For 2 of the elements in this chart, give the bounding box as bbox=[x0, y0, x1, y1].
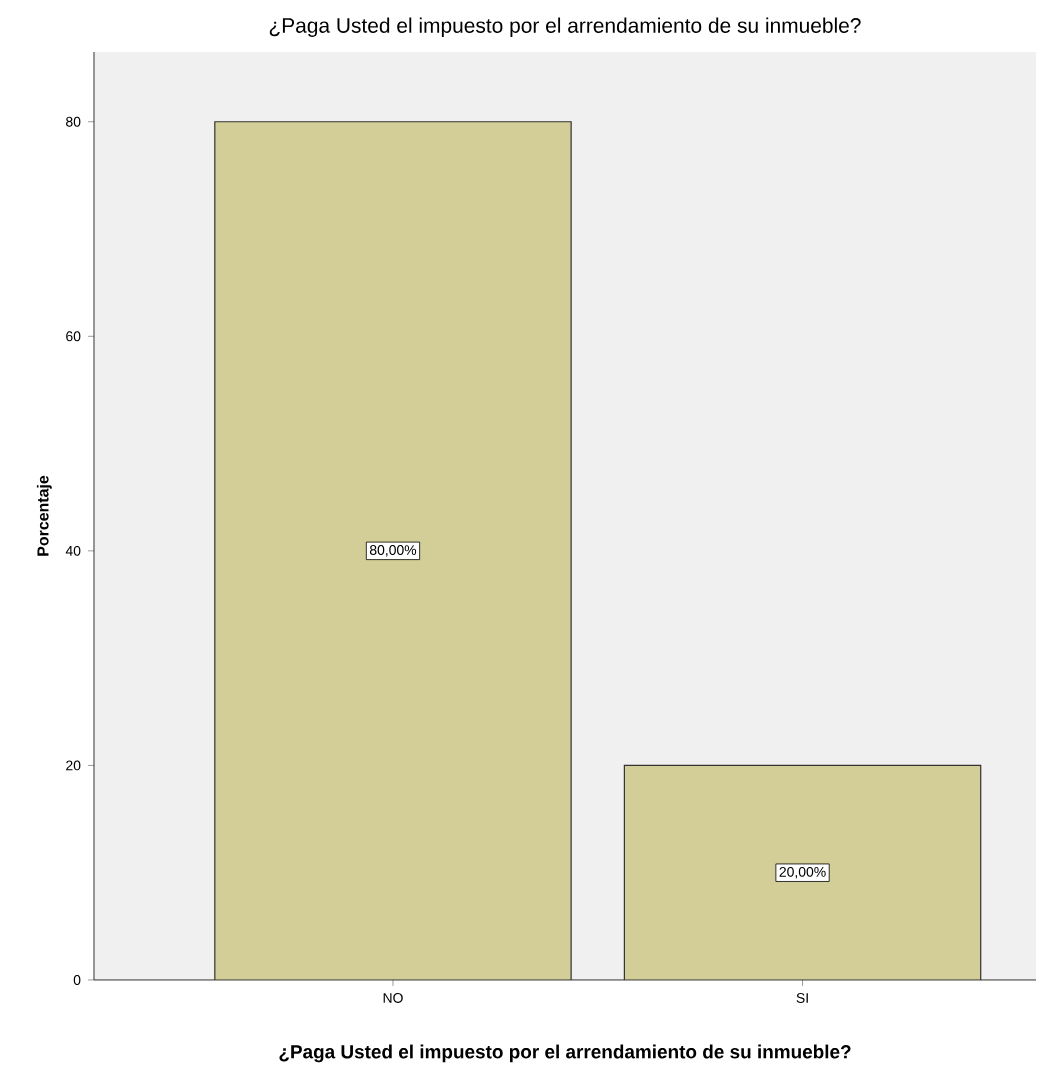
x-axis-title: ¿Paga Usted el impuesto por el arrendamiento de su inmueble? bbox=[279, 1044, 851, 1063]
chart-title: ¿Paga Usted el impuesto por el arrendamiento de su inmueble? bbox=[269, 17, 861, 37]
